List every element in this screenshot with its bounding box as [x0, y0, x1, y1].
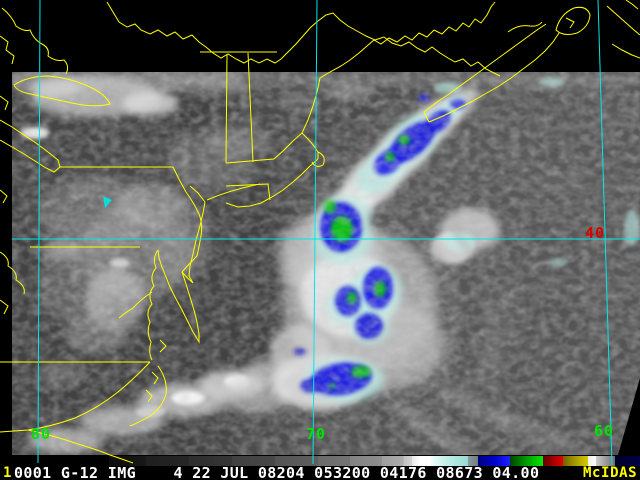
map-chesapeake: [147, 249, 159, 361]
map-west-edge-lines: [0, 95, 25, 315]
status-readout: 0001 G-12 IMG 4 22 JUL 08204 053200 0417…: [14, 464, 540, 480]
frame-number: 1: [3, 465, 12, 480]
map-overlay: [0, 0, 640, 464]
longitude-grid-line-70w: [312, 0, 318, 465]
map-pei: [507, 21, 543, 33]
map-delmarva: [157, 249, 200, 344]
map-delaware-river: [172, 166, 203, 257]
longitude-label-80: 80: [31, 425, 52, 443]
satellite-imagery-layer: [12, 72, 640, 455]
map-outer-banks: [129, 339, 167, 427]
map-border-ma-nh: [225, 158, 275, 164]
scan-edge: [618, 378, 640, 455]
map-cape-cod: [273, 132, 325, 167]
map-border-vt-nh: [247, 52, 254, 163]
map-potomac: [118, 291, 153, 319]
map-coast-nj: [188, 185, 206, 284]
map-border-ct-ri: [225, 183, 271, 201]
map-border-ny-vt: [225, 54, 228, 164]
graticule-grid: [12, 0, 640, 466]
map-gulf-lines: [606, 0, 640, 59]
map-lake-erie: [0, 119, 61, 173]
map-coast-nc-inner: [0, 361, 151, 433]
map-lake-ontario: [13, 75, 111, 107]
map-coast-maine: [301, 1, 496, 134]
longitude-label-70: 70: [306, 425, 327, 443]
mcidas-brand: McIDAS: [583, 465, 638, 480]
cursor-marker[interactable]: [103, 196, 112, 208]
longitude-grid-line-80w: [37, 0, 41, 464]
longitude-label-60: 60: [594, 422, 615, 440]
longitude-grid-line-60w: [597, 0, 613, 466]
map-georgian-bay: [0, 7, 69, 75]
latitude-label-40: 40: [585, 224, 606, 242]
map-coast-nc-outer: [27, 429, 134, 464]
map-long-island: [206, 183, 261, 201]
enhancement-colorbar: [103, 456, 640, 466]
map-nova-scotia: [423, 23, 560, 123]
map-cape-breton: [555, 6, 591, 35]
map-coast-ct: [225, 158, 319, 208]
map-border-canada: [106, 1, 501, 77]
